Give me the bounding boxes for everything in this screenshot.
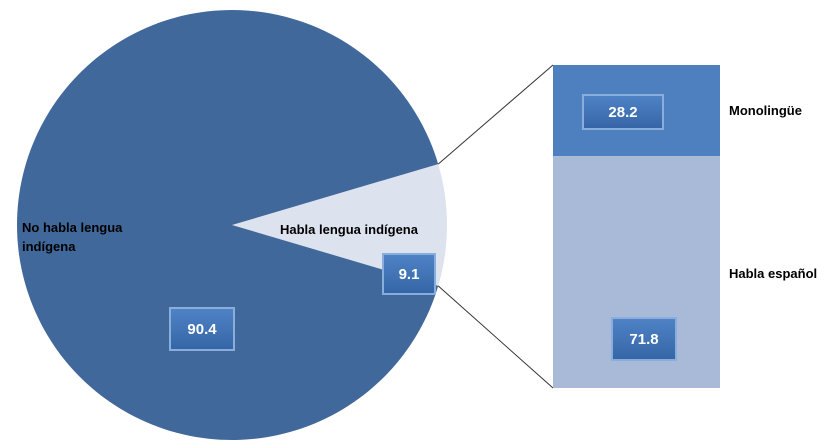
- category-label: No habla lengua indígena: [22, 220, 123, 254]
- category-label: Habla lengua indígena: [280, 222, 418, 237]
- value-label: 71.8: [629, 331, 658, 348]
- pie-slice: [17, 9, 439, 441]
- value-label: 9.1: [399, 266, 420, 283]
- value-box: [382, 253, 436, 295]
- value-box: [582, 94, 664, 130]
- value-label: 90.4: [187, 321, 217, 338]
- value-label: 28.2: [608, 104, 637, 121]
- connector-line: [437, 64, 554, 165]
- value-box: [169, 307, 235, 351]
- category-label: Habla español: [729, 266, 818, 281]
- category-label: Monolingüe: [729, 102, 802, 118]
- connector-line: [437, 285, 554, 389]
- value-box: [611, 317, 677, 361]
